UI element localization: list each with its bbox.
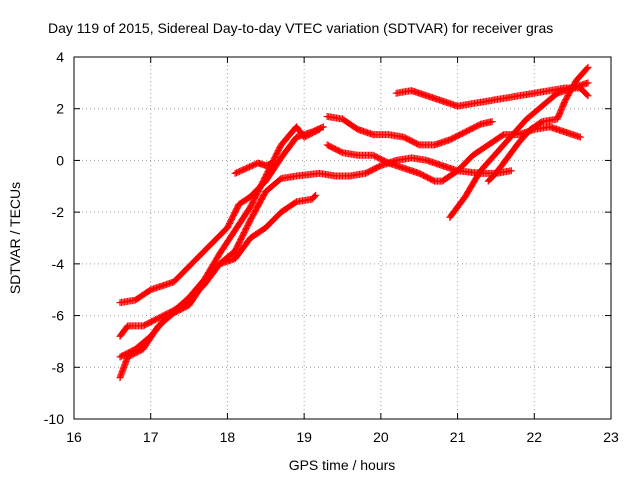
series-track-4 <box>116 191 320 340</box>
data-point-marker <box>315 125 323 133</box>
data-point-marker <box>576 133 584 141</box>
grid <box>74 57 611 419</box>
data-point-marker <box>583 91 591 99</box>
series-track-1 <box>116 123 327 307</box>
y-tick-label: -6 <box>52 308 65 324</box>
x-tick-label: 21 <box>450 429 466 445</box>
data-point-marker <box>488 118 496 126</box>
series-track-3 <box>116 154 515 382</box>
x-tick-label: 22 <box>526 429 542 445</box>
x-axis-title: GPS time / hours <box>289 457 396 473</box>
data-point-marker <box>584 92 592 100</box>
y-axis-title: SDTVAR / TECUs <box>7 182 23 294</box>
ticks: 16 17 18 19 20 21 22 23 -10 -8 -6 -4 -2 0 2 4 <box>44 49 619 445</box>
data-point-marker <box>311 192 319 200</box>
data-point-marker <box>269 159 277 167</box>
series-track-9 <box>446 79 592 221</box>
data-point-marker <box>507 167 515 175</box>
y-tick-label: 2 <box>56 101 64 117</box>
x-tick-label: 20 <box>373 429 389 445</box>
x-tick-label: 16 <box>66 429 82 445</box>
data-point-marker <box>584 79 592 87</box>
x-tick-label: 18 <box>220 429 236 445</box>
series-track-10 <box>484 63 592 185</box>
y-tick-label: -4 <box>52 256 65 272</box>
y-tick-label: -2 <box>52 204 65 220</box>
data-point-marker <box>584 63 592 71</box>
series-track-7 <box>323 123 584 185</box>
x-tick-label: 19 <box>296 429 312 445</box>
series-track-5 <box>231 159 277 177</box>
data-point-marker <box>314 126 322 134</box>
data-point-marker <box>312 191 320 199</box>
data-points <box>116 63 592 382</box>
y-tick-label: -10 <box>44 411 64 427</box>
series-track-6 <box>323 112 496 149</box>
chart-title: Day 119 of 2015, Sidereal Day-to-day VTE… <box>48 20 553 36</box>
plot-frame <box>73 56 612 420</box>
series-track-8 <box>392 84 592 110</box>
data-point-marker <box>319 123 327 131</box>
data-point-marker <box>583 65 591 73</box>
x-tick-label: 17 <box>143 429 159 445</box>
y-tick-label: 4 <box>56 49 64 65</box>
y-tick-label: -8 <box>52 359 65 375</box>
y-tick-label: 0 <box>56 152 64 168</box>
x-tick-label: 23 <box>603 429 619 445</box>
